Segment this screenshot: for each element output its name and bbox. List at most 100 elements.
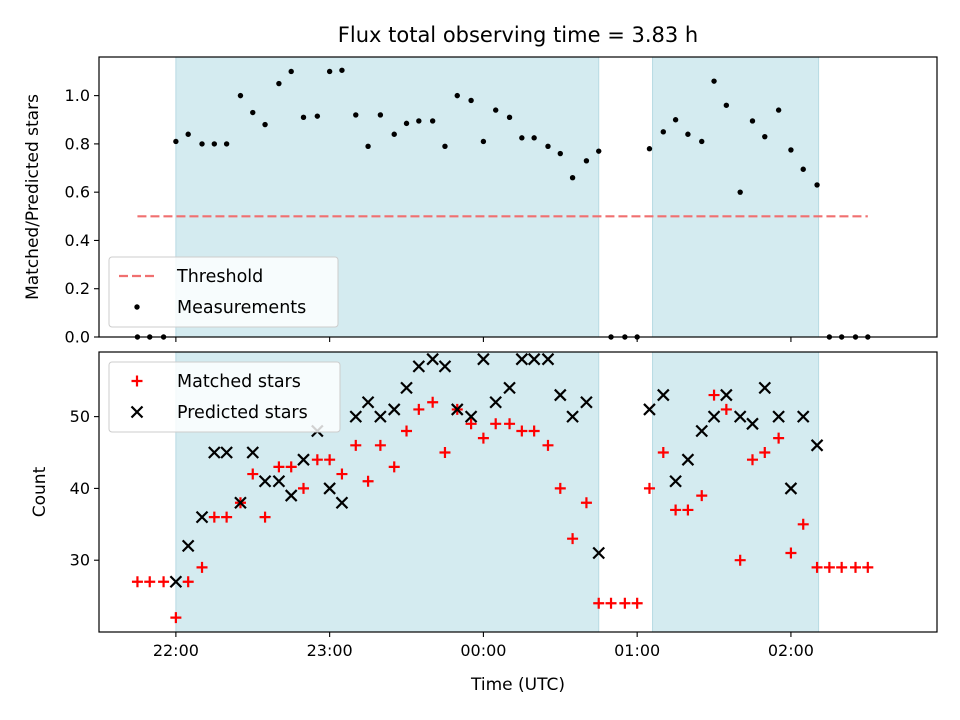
predicted-stars-point: [758, 381, 772, 395]
measurement-point: [493, 107, 499, 113]
matched-stars-point: [773, 432, 785, 444]
predicted-stars-point: [220, 446, 233, 459]
predicted-stars-point: [387, 403, 401, 416]
measurement-point: [339, 67, 345, 73]
matched-stars-point: [605, 597, 617, 609]
axes-frame: [98, 56, 938, 338]
measurement-point: [788, 147, 794, 153]
matched-stars-point: [528, 425, 540, 437]
predicted-stars-point: [643, 403, 656, 416]
measurement-point: [800, 166, 806, 172]
measurement-point: [199, 141, 205, 147]
observing-interval-shade: [652, 351, 820, 633]
chart-title: Flux total observing time = 3.83 h: [338, 23, 698, 47]
x-tick-label: 22:00: [153, 641, 199, 660]
predicted-stars-point: [669, 474, 682, 488]
x-tick-label: 00:00: [460, 641, 506, 660]
matched-stars-point: [490, 418, 502, 430]
predicted-stars-point: [181, 539, 195, 553]
matched-stars-point: [170, 612, 182, 624]
measurement-point: [723, 102, 730, 108]
measurement-point: [737, 189, 743, 195]
matched-stars-point: [759, 447, 771, 459]
predicted-stars-point: [234, 496, 247, 510]
measurement-point: [814, 182, 820, 188]
matched-stars-point: [631, 597, 643, 609]
predicted-stars-point: [784, 482, 798, 495]
measurement-point: [276, 80, 282, 87]
y-tick-label: 40: [70, 479, 90, 498]
x-axis-label: Time (UTC): [470, 675, 565, 695]
predicted-stars-point: [796, 410, 810, 423]
legend-box: [108, 256, 339, 328]
measurement-point: [377, 112, 384, 118]
matched-stars-point: [670, 504, 682, 516]
matched-stars-point: [401, 425, 413, 437]
predicted-stars-point: [566, 410, 579, 423]
predicted-stars-point: [592, 546, 606, 560]
measurement-point: [711, 78, 717, 84]
bottom-panel-counts: 22:00 23:00 00:00 01:00 02:00 30 40 50 Count Matc…: [30, 351, 938, 660]
predicted-stars-point: [349, 410, 363, 423]
measurement-point: [685, 131, 691, 137]
matched-stars-point: [823, 561, 835, 573]
matched-stars-point: [196, 561, 208, 573]
matched-stars-point: [862, 561, 874, 573]
measurement-point: [454, 92, 460, 99]
predicted-stars-point: [657, 388, 670, 402]
matched-stars-point: [516, 425, 528, 437]
matched-stars-point: [836, 561, 848, 573]
measurement-point: [506, 114, 513, 121]
y-tick-label: 0.0: [65, 328, 90, 347]
predicted-stars-point: [208, 446, 221, 459]
measurement-point: [250, 109, 256, 116]
matched-stars-point: [657, 447, 669, 459]
predicted-stars-point: [195, 510, 209, 524]
measurement-point: [442, 143, 448, 150]
y-tick-label: 0.4: [65, 231, 90, 250]
measurement-point: [429, 118, 436, 124]
measurement-point: [173, 138, 179, 145]
legend-box: [108, 361, 341, 433]
legend-entry-label: Threshold: [176, 267, 263, 287]
predicted-stars-point: [450, 403, 464, 416]
matched-stars-point: [567, 533, 579, 545]
predicted-stars-point: [695, 424, 709, 438]
measurement-point: [545, 143, 551, 150]
predicted-stars-point: [426, 352, 439, 366]
matched-stars-point: [746, 454, 758, 466]
measurement-point: [326, 68, 333, 75]
matched-stars-point: [247, 468, 259, 480]
matched-stars-point: [439, 447, 451, 459]
predicted-stars-point: [400, 381, 413, 395]
measurement-point: [557, 150, 563, 157]
measurement-point: [660, 129, 667, 135]
measurement-point: [223, 141, 230, 147]
matched-stars-point: [336, 468, 348, 480]
predicted-stars-point: [361, 395, 375, 409]
predicted-stars-point: [438, 360, 452, 373]
matched-stars-point: [221, 511, 233, 523]
predicted-stars-point: [810, 439, 824, 452]
predicted-stars-point: [733, 410, 747, 423]
predicted-stars-point: [477, 352, 490, 366]
matched-stars-point: [298, 482, 310, 494]
legend-matched-swatch: [131, 375, 143, 387]
observing-interval-shade: [652, 56, 820, 338]
matched-stars-point: [465, 418, 477, 430]
y-tick-label: 0.2: [65, 279, 90, 298]
matched-stars-point: [580, 497, 592, 509]
matched-stars-point: [413, 403, 425, 415]
predicted-stars-point: [720, 388, 733, 402]
matched-stars-point: [734, 554, 746, 566]
matched-stars-point: [708, 389, 720, 401]
matched-stars-point: [208, 511, 220, 523]
measurement-point: [288, 68, 294, 75]
legend-measurement-swatch: [134, 304, 140, 310]
matched-stars-point: [696, 490, 708, 502]
predicted-stars-point: [772, 410, 785, 423]
matched-stars-point: [350, 439, 362, 451]
predicted-stars-point: [707, 410, 721, 423]
matched-stars-point: [682, 504, 694, 516]
measurement-point: [353, 112, 359, 118]
